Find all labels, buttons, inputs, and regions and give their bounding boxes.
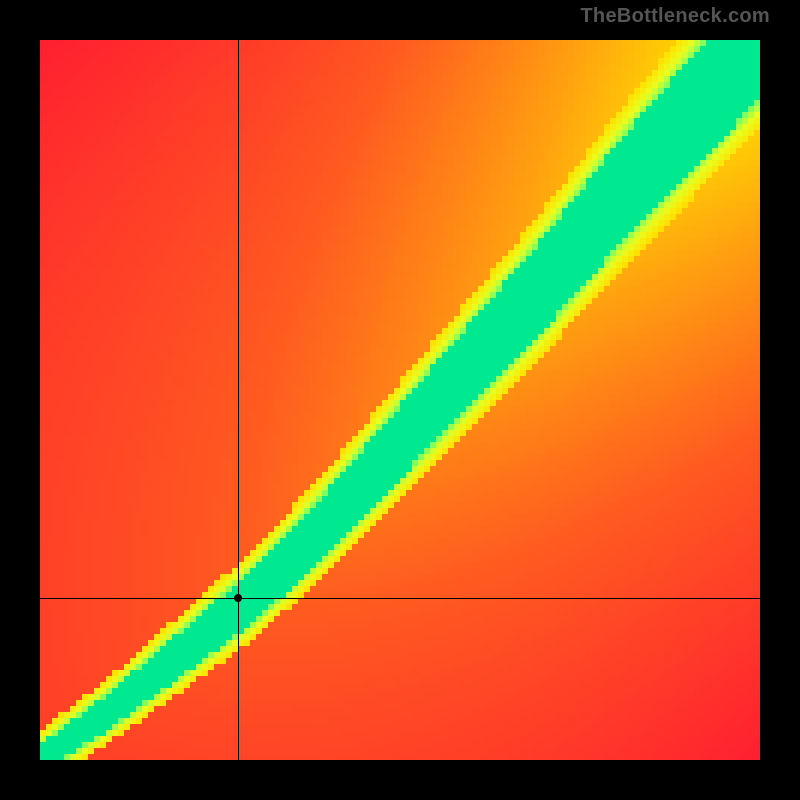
chart-container: TheBottleneck.com [0,0,800,800]
bottleneck-heatmap [40,40,760,760]
attribution-label: TheBottleneck.com [580,5,770,28]
crosshair-horizontal [40,598,760,599]
crosshair-point [234,594,242,602]
crosshair-vertical [238,40,239,760]
